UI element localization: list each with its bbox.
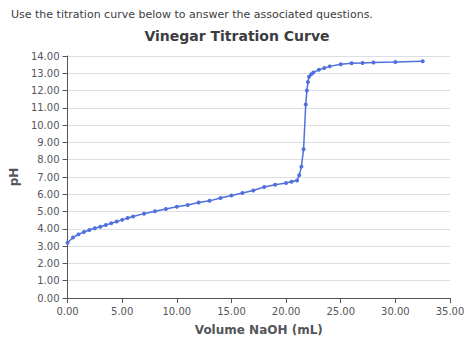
svg-text:10.00: 10.00 (31, 120, 60, 131)
svg-text:2.00: 2.00 (37, 258, 59, 269)
svg-text:1.00: 1.00 (37, 275, 59, 286)
svg-text:11.00: 11.00 (31, 102, 60, 113)
svg-text:35.00: 35.00 (436, 306, 465, 317)
svg-text:25.00: 25.00 (326, 306, 355, 317)
svg-text:7.00: 7.00 (37, 172, 59, 183)
svg-text:0.00: 0.00 (37, 293, 59, 304)
svg-text:20.00: 20.00 (272, 306, 301, 317)
svg-text:8.00: 8.00 (37, 154, 59, 165)
svg-text:6.00: 6.00 (37, 189, 59, 200)
svg-text:3.00: 3.00 (37, 241, 59, 252)
svg-text:5.00: 5.00 (111, 306, 133, 317)
svg-text:9.00: 9.00 (37, 137, 59, 148)
svg-text:12.00: 12.00 (31, 85, 60, 96)
svg-text:Vinegar Titration Curve: Vinegar Titration Curve (144, 28, 329, 44)
svg-text:4.00: 4.00 (37, 223, 59, 234)
svg-text:0.00: 0.00 (56, 306, 78, 317)
svg-text:pH: pH (7, 168, 21, 187)
svg-text:5.00: 5.00 (37, 206, 59, 217)
svg-text:30.00: 30.00 (381, 306, 410, 317)
svg-text:Volume NaOH (mL): Volume NaOH (mL) (195, 323, 323, 337)
svg-text:14.00: 14.00 (31, 51, 60, 62)
svg-text:13.00: 13.00 (31, 68, 60, 79)
svg-text:Use the titration curve below: Use the titration curve below to answer … (11, 8, 373, 21)
svg-text:10.00: 10.00 (162, 306, 191, 317)
svg-text:15.00: 15.00 (217, 306, 246, 317)
